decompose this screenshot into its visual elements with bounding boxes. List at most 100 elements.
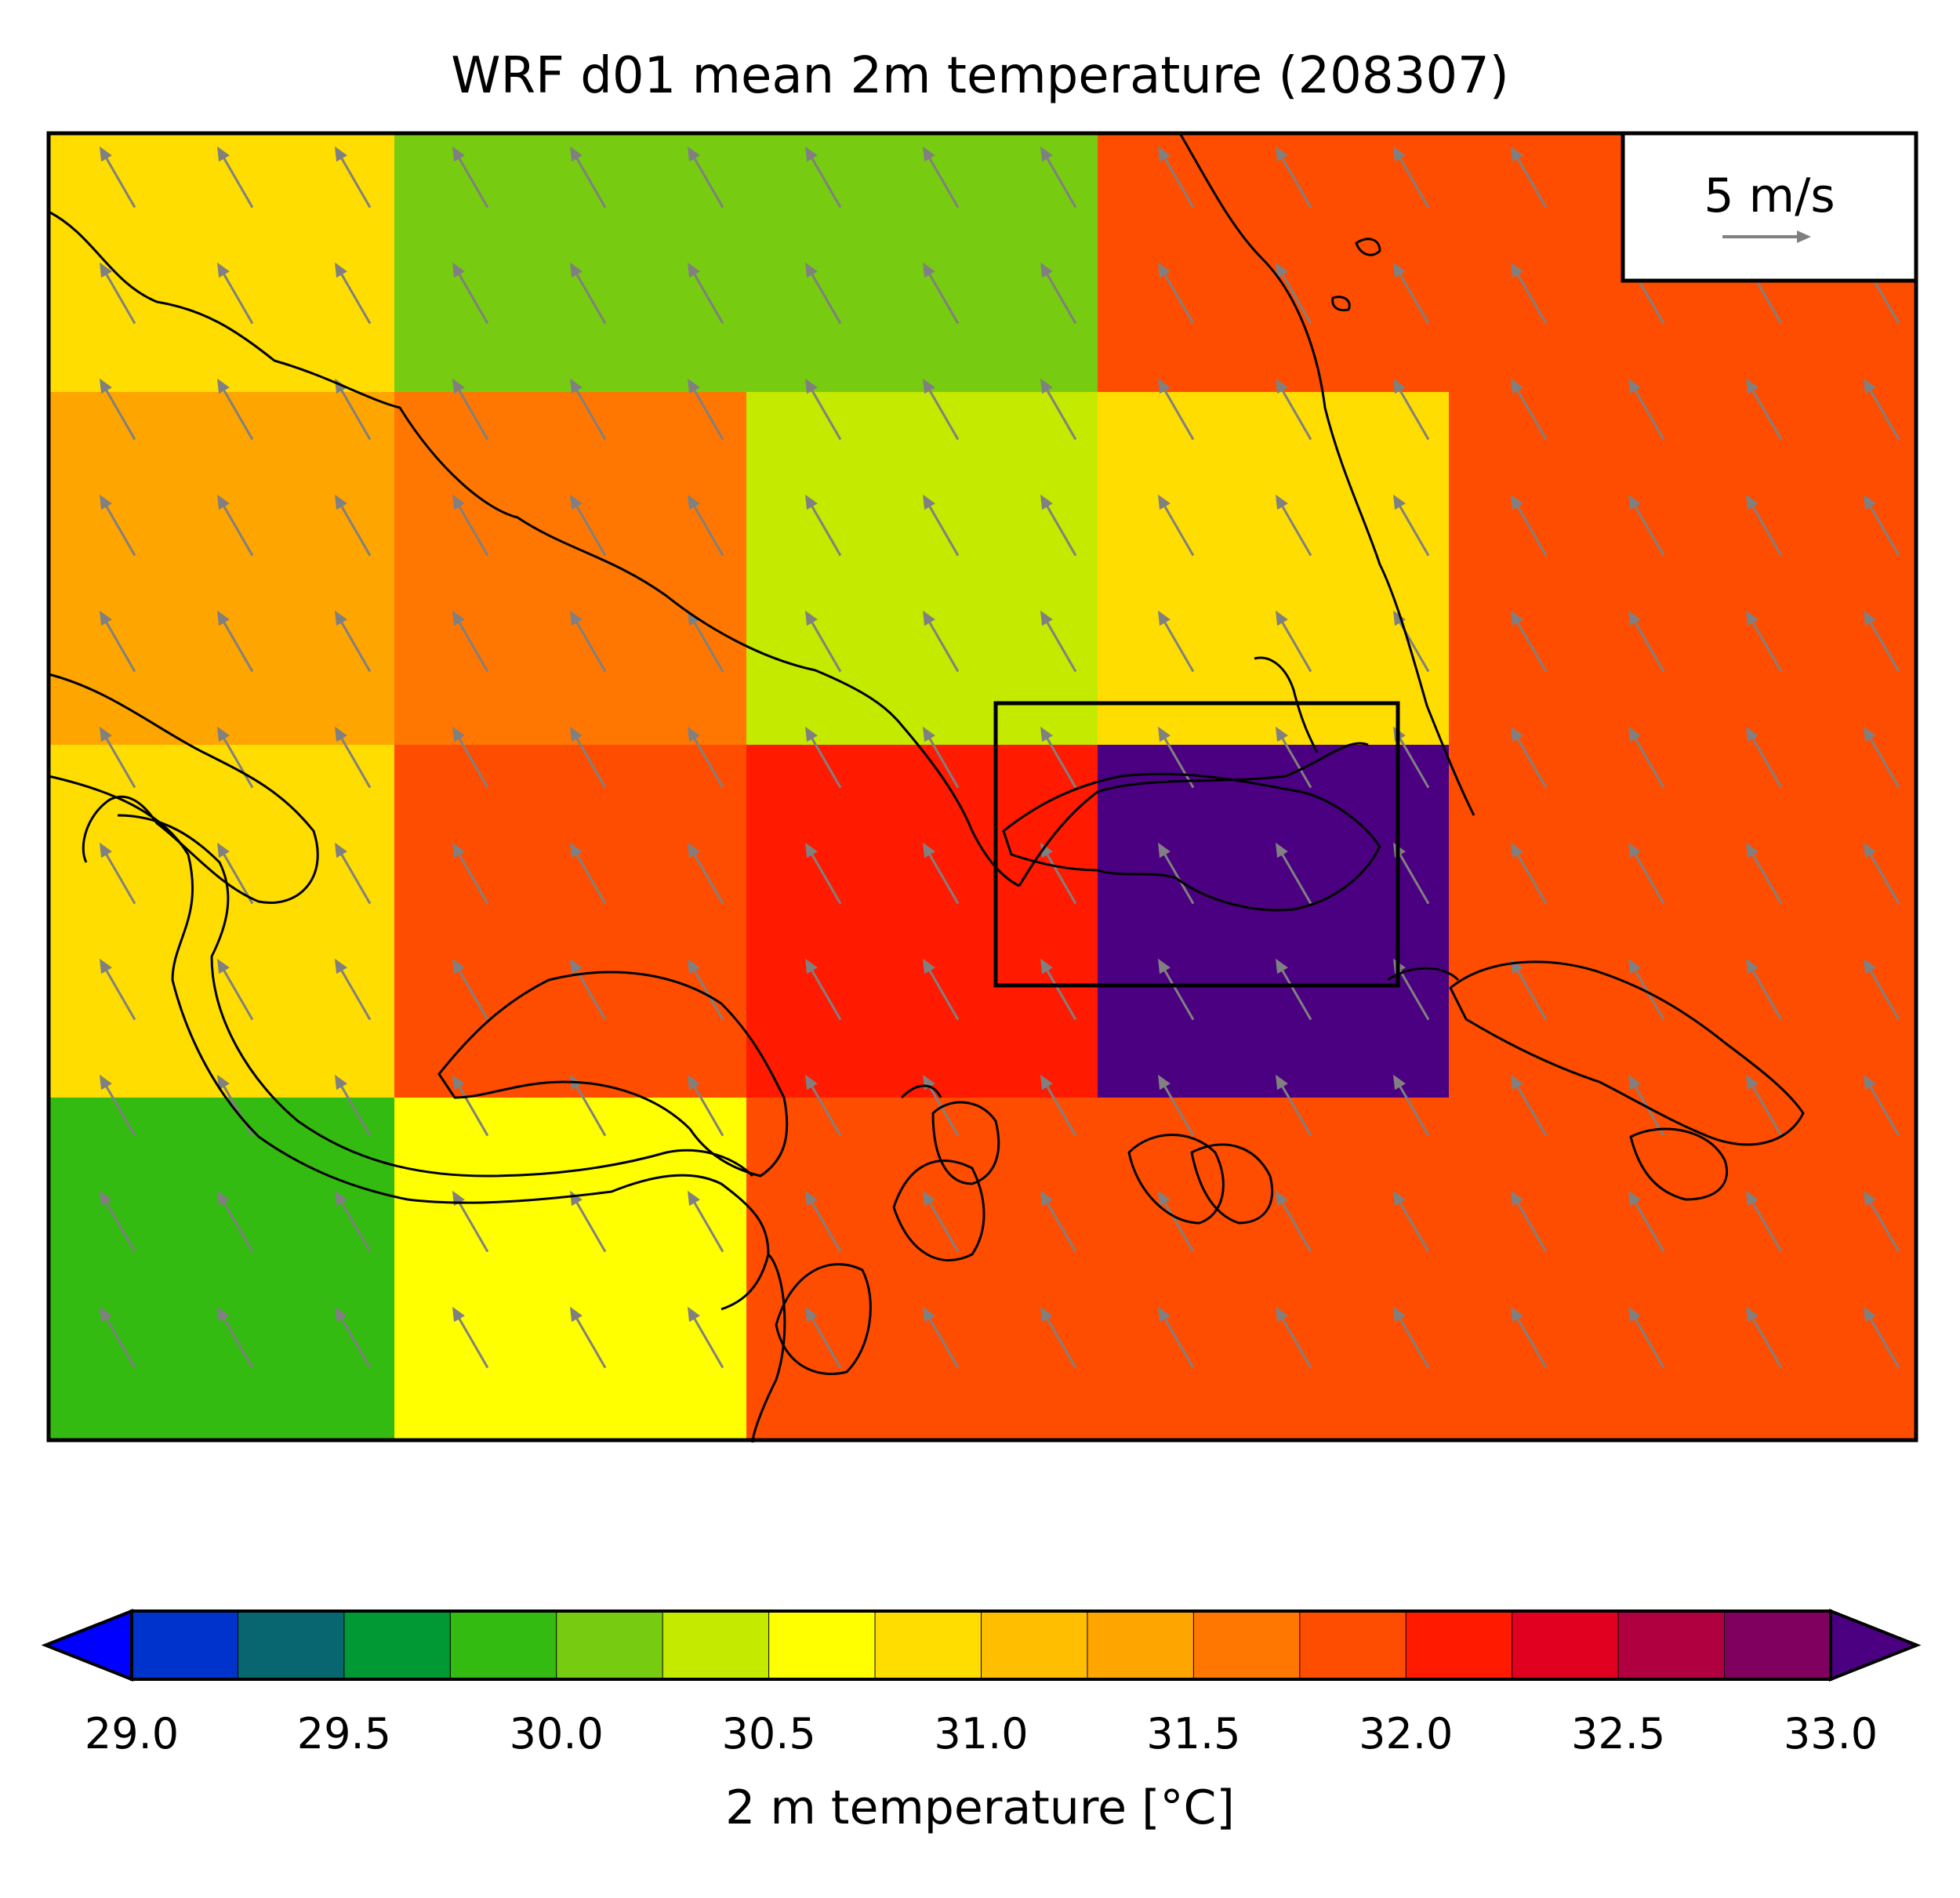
wind-vector [808,964,842,1021]
colorbar-over-triangle [1829,1609,1922,1682]
wind-vector [1160,732,1195,789]
wind-vector-head [1864,842,1876,858]
wind-vector-head [923,146,935,162]
wind-vector-head [217,378,230,394]
wind-vector [1866,732,1900,789]
wind-vector-head [688,842,700,858]
wind-vector [1160,152,1195,209]
wind-vector-head [100,1190,112,1207]
wind-vector-head [570,958,583,974]
wind-vector [1513,268,1548,325]
wind-vector [1631,500,1665,557]
wind-vector-head [1393,494,1406,510]
wind-vector [1160,384,1195,441]
wind-vector-head [1040,1190,1053,1207]
wind-vector [690,964,724,1021]
wind-vector-head [217,1306,230,1323]
wind-vector-head [688,378,700,394]
wind-vector [220,1312,254,1369]
wind-vector [1631,1196,1665,1253]
vector-key-box [1621,131,1918,283]
wind-vector-head [217,262,230,278]
wind-vector-head [805,378,818,394]
wind-vector [1513,732,1548,789]
wind-vector-head [1864,726,1876,742]
wind-vector-head [452,146,465,162]
wind-vector [1396,384,1430,441]
wind-vector-head [1628,610,1641,626]
wind-vector-head [1511,1074,1523,1091]
colorbar-tick-label: 32.5 [1571,1709,1665,1758]
wind-vector-head [923,378,935,394]
vector-key: 5 m/s [1621,131,1918,283]
wind-vector-head [1628,1074,1641,1091]
wind-vector-head [100,958,112,974]
wind-vector-head [1864,494,1876,510]
wind-vector-head [1040,494,1053,510]
colorbar-segment [1617,1610,1726,1680]
colorbar-segment [131,1610,239,1680]
wind-vector [925,1312,960,1369]
wind-vector [1396,848,1430,905]
colorbar-tick-labels: 29.0 29.5 30.0 30.5 31.0 31.5 32.0 32.5 33.0 [85,1709,1878,1758]
wind-vector-head [217,1190,230,1207]
vector-key-label: 5 m/s [1704,169,1835,223]
wind-vector-head [217,958,230,974]
wind-vector-head [1393,1190,1406,1207]
wind-vector-head [1276,726,1288,742]
grid-cell [1449,392,1798,745]
wind-vector [572,1196,607,1253]
wind-vector-head [217,842,230,858]
wind-vector [690,732,724,789]
wind-vector-head [1864,1306,1876,1323]
wind-vector-head [923,958,935,974]
wind-vector [337,616,372,673]
wind-vector [1396,268,1430,325]
wind-vector-head [217,146,230,162]
wind-vector [1866,384,1900,441]
wind-vector-head [805,262,818,278]
wind-vector-head [1276,958,1288,974]
wind-vector-head [1628,1306,1641,1323]
wind-vector-head [805,146,818,162]
wind-vector [1866,500,1900,557]
wind-vector [1866,1196,1900,1253]
wind-vector [337,152,372,209]
wind-vector-head [1276,494,1288,510]
wind-vector [102,1080,136,1137]
wind-vector-head [1746,958,1759,974]
colorbar-segment [1405,1610,1513,1680]
colorbar-segment [662,1610,770,1680]
wind-vector-head [1040,1074,1053,1091]
wind-vector-head [688,726,700,742]
wind-vector-head [1276,1306,1288,1323]
wind-vector [1160,1080,1195,1137]
wind-vector-head [923,842,935,858]
wind-vector-head [1276,842,1288,858]
wind-vector-head [335,842,347,858]
wind-vector-head [805,1074,818,1091]
wind-vector-head [1511,1306,1523,1323]
wind-vector-head [452,726,465,742]
wind-vector [220,964,254,1021]
wind-vector [1748,616,1783,673]
wind-vector [1278,500,1312,557]
wind-vector [690,268,724,325]
wind-vector [1748,384,1783,441]
wind-vector [808,268,842,325]
colorbar-segment [874,1610,982,1680]
wind-vector-head [923,610,935,626]
wind-vector-head [688,1190,700,1207]
wind-vector-head [570,146,583,162]
grid-cell [1798,745,1916,1098]
wind-vector [572,848,607,905]
wind-vector-head [452,1074,465,1091]
wind-vector [102,384,136,441]
wind-vector-head [1628,958,1641,974]
wind-vector [690,616,724,673]
wind-vector [337,1080,372,1137]
map-panel: 5 m/s [46,131,1918,1443]
wind-vector-head [452,1306,465,1323]
colorbar-tick-label: 33.0 [1784,1709,1878,1758]
wind-vector-head [335,958,347,974]
